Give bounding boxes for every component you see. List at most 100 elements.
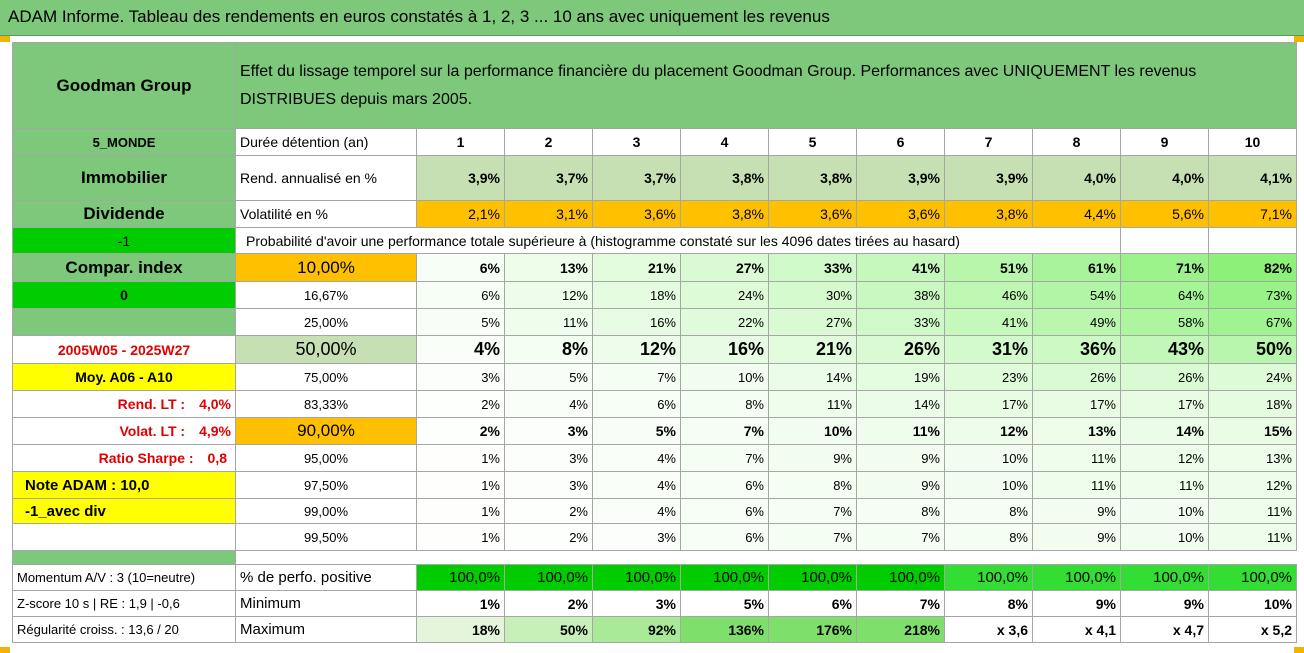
- positive-cell: 100,0%: [680, 564, 769, 591]
- proba-cell: 50%: [1208, 335, 1297, 364]
- proba-cell: 6%: [680, 471, 769, 499]
- maximum-cell: 18%: [416, 616, 505, 643]
- positive-cell: 100,0%: [1120, 564, 1209, 591]
- proba-cell: 38%: [856, 281, 945, 309]
- rend-cell: 3,8%: [680, 155, 769, 201]
- sharpe: Ratio Sharpe : 0,8: [12, 444, 236, 472]
- proba-cell: 10%: [944, 444, 1033, 472]
- proba-cell: 5%: [504, 363, 593, 391]
- positive-cell: 100,0%: [1208, 564, 1297, 591]
- proba-cell: 8%: [504, 335, 593, 364]
- proba-cell: 11%: [1032, 444, 1121, 472]
- proba-cell: 13%: [504, 253, 593, 282]
- proba-cell: 12%: [504, 281, 593, 309]
- empty-cell: [1120, 227, 1209, 254]
- minimum-cell: 6%: [768, 590, 857, 617]
- table-row: 0 16,67% 6% 12% 18% 24% 30% 38% 46% 54% 64% 73%: [12, 281, 1297, 309]
- sharpe-label: Ratio Sharpe :: [98, 450, 194, 466]
- proba-cell: 17%: [1032, 390, 1121, 418]
- stat-row: Momentum A/V : 3 (10=neutre)% de perfo. …: [12, 564, 1297, 591]
- threshold-cell: 99,00%: [235, 498, 417, 524]
- proba-cell: 3%: [504, 471, 593, 499]
- table-row: Rend. LT :4,0% 83,33% 2% 4% 6% 8% 11% 14% 17% 17%…: [12, 390, 1297, 418]
- proba-cell: 10%: [1120, 523, 1209, 551]
- maximum-cell: 218%: [856, 616, 945, 643]
- proba-cell: 24%: [1208, 363, 1297, 391]
- proba-cell: 10%: [768, 417, 857, 445]
- threshold-cell: 99,50%: [235, 523, 417, 551]
- performance-table: Goodman Group Effet du lissage temporel …: [12, 42, 1297, 643]
- empty-cell: [12, 523, 236, 551]
- proba-cell: 7%: [680, 417, 769, 445]
- rend-lt: Rend. LT : 4,0%: [12, 390, 236, 418]
- proba-cell: 7%: [768, 523, 857, 551]
- proba-cell: 26%: [1120, 363, 1209, 391]
- proba-cell: 10%: [1120, 498, 1209, 524]
- spacer-cell: [1121, 551, 1209, 565]
- maximum-label: Maximum: [235, 616, 417, 643]
- proba-cell: 13%: [1208, 444, 1297, 472]
- proba-cell: 33%: [768, 253, 857, 282]
- threshold-cell: 97,50%: [235, 471, 417, 499]
- table-row: Compar. index 10,00% 6% 13% 21% 27% 33% 41% 51% 6…: [12, 253, 1297, 282]
- proba-cell: 14%: [1120, 417, 1209, 445]
- threshold-cell: 10,00%: [235, 253, 417, 282]
- maximum-cell: 136%: [680, 616, 769, 643]
- proba-cell: 67%: [1208, 308, 1297, 336]
- proba-cell: 58%: [1120, 308, 1209, 336]
- spacer-cell: [593, 551, 681, 565]
- proba-cell: 14%: [856, 390, 945, 418]
- header-row: Goodman Group Effet du lissage temporel …: [12, 42, 1297, 129]
- proba-cell: 4%: [504, 390, 593, 418]
- proba-cell: 64%: [1120, 281, 1209, 309]
- vol-cell: 4,4%: [1032, 200, 1121, 228]
- proba-cell: 11%: [504, 308, 593, 336]
- proba-cell: 15%: [1208, 417, 1297, 445]
- minimum-cell: 7%: [856, 590, 945, 617]
- table-row: 2005W05 - 2025W27 50,00% 4% 8% 12% 16% 21% 26% 3…: [12, 335, 1297, 364]
- positive-cell: 100,0%: [504, 564, 593, 591]
- minimum-cell: 1%: [416, 590, 505, 617]
- report-title: ADAM Informe. Tableau des rendements en …: [8, 7, 830, 26]
- proba-cell: 2%: [504, 523, 593, 551]
- duree-label: Durée détention (an): [235, 128, 417, 156]
- proba-cell: 3%: [416, 363, 505, 391]
- positive-cell: 100,0%: [856, 564, 945, 591]
- table-row: 25,00% 5% 11% 16% 22% 27% 33% 41% 49% 58% 67%: [12, 308, 1297, 336]
- threshold-cell: 50,00%: [235, 335, 417, 364]
- proba-cell: 2%: [504, 498, 593, 524]
- proba-cell: 18%: [592, 281, 681, 309]
- proba-cell: 6%: [680, 523, 769, 551]
- proba-cell: 11%: [856, 417, 945, 445]
- moy-label: Moy. A06 - A10: [12, 363, 236, 391]
- period-label: 2005W05 - 2025W27: [12, 335, 236, 364]
- proba-cell: 6%: [680, 498, 769, 524]
- maximum-cell: 50%: [504, 616, 593, 643]
- sharpe-value: 0,8: [207, 450, 227, 466]
- proba-header-row: -1 Probabilité d'avoir une performance t…: [12, 227, 1297, 254]
- spacer-cell: [769, 551, 857, 565]
- zscore-label: Z-score 10 s | RE : 1,9 | -0,6: [12, 590, 236, 617]
- rend-cell: 4,1%: [1208, 155, 1297, 201]
- maximum-cell: x 5,2: [1208, 616, 1297, 643]
- proba-cell: 3%: [504, 417, 593, 445]
- vol-cell: 3,8%: [944, 200, 1033, 228]
- proba-cell: 3%: [592, 523, 681, 551]
- rend-cell: 4,0%: [1120, 155, 1209, 201]
- volat-lt-label: Volat. LT :: [119, 423, 186, 439]
- proba-cell: 41%: [856, 253, 945, 282]
- rend-cell: 3,7%: [592, 155, 681, 201]
- minimum-cell: 5%: [680, 590, 769, 617]
- rend-cell: 4,0%: [1032, 155, 1121, 201]
- vol-cell: 3,1%: [504, 200, 593, 228]
- region-label: 5_MONDE: [12, 128, 236, 156]
- maximum-cell: 92%: [592, 616, 681, 643]
- threshold-cell: 95,00%: [235, 444, 417, 472]
- positive-label: % de perfo. positive: [235, 564, 417, 591]
- corner-marker: [1294, 36, 1304, 42]
- stat-row: Régularité croiss. : 13,6 / 20 Maximum 18%…: [12, 616, 1297, 643]
- proba-cell: 24%: [680, 281, 769, 309]
- momentum-label: Momentum A/V : 3 (10=neutre): [12, 564, 236, 591]
- vol-cell: 3,6%: [592, 200, 681, 228]
- proba-cell: 11%: [1120, 471, 1209, 499]
